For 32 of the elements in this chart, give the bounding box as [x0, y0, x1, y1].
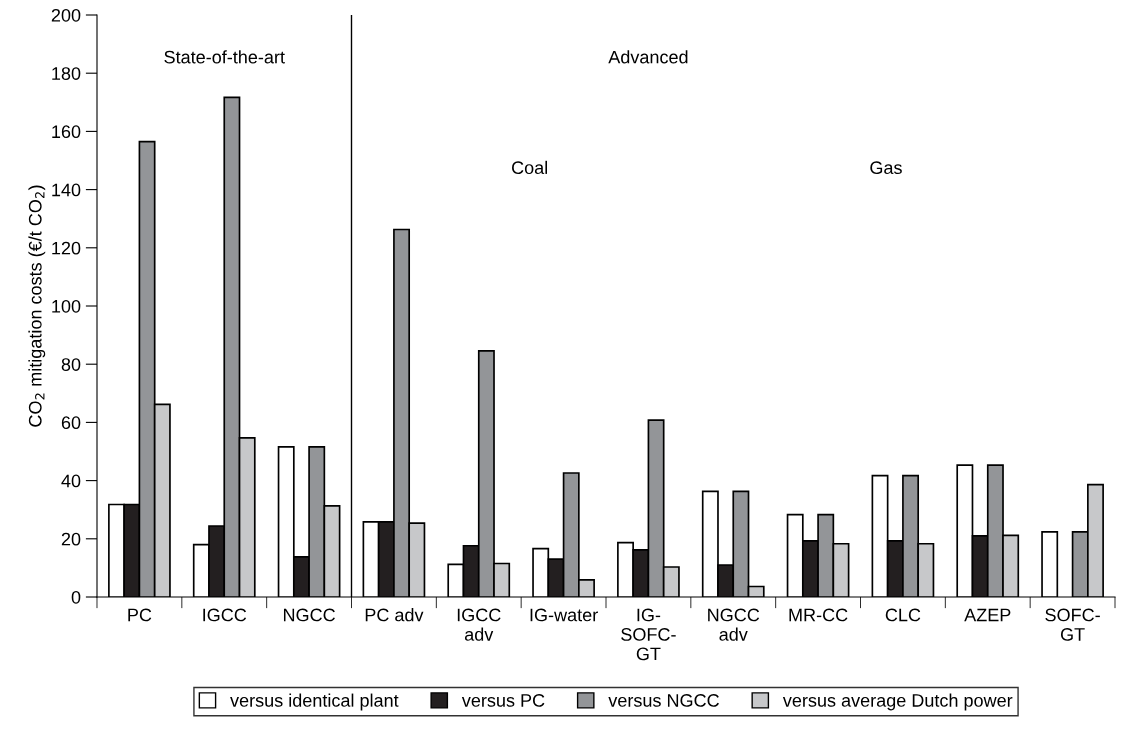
y-axis-title: CO$_{2}$ mitigation costs (€/t CO$_{2}$)	[28, 185, 46, 427]
x-tick-label: NGCC	[283, 608, 335, 622]
x-tick-label: IG-water	[530, 608, 598, 622]
x-tick-label: SOFC- GT	[1045, 608, 1100, 641]
y-tick-label: 160	[52, 125, 81, 139]
y-tick-label: 60	[61, 416, 81, 430]
legend-label: versus average Dutch power	[782, 693, 1013, 711]
y-tick-label: 100	[52, 299, 81, 313]
x-tick-label: NGCC adv	[708, 608, 760, 641]
x-tick-label: IGCC adv	[457, 608, 501, 641]
x-tick-label: CLC	[885, 608, 921, 622]
y-tick-label: 80	[61, 358, 81, 371]
y-tick-label: 20	[61, 532, 81, 546]
legend-label: versus identical plant	[230, 693, 399, 711]
x-tick-label: IG- SOFC- GT	[621, 608, 676, 661]
annotation: State-of-the-art	[164, 50, 285, 64]
x-tick-label: AZEP	[964, 608, 1011, 622]
y-tick-label: 140	[52, 183, 81, 197]
y-tick-label: 120	[52, 241, 81, 255]
y-tick-label: 180	[52, 67, 81, 80]
annotation: Gas	[870, 161, 902, 175]
x-tick-label: IGCC	[203, 608, 247, 622]
legend-label: versus NGCC	[608, 694, 719, 707]
y-tick-label: 200	[51, 8, 81, 22]
annotation: Advanced	[608, 50, 688, 64]
legend-label: versus PC	[461, 694, 545, 707]
x-tick-label: PC adv	[365, 608, 424, 622]
x-tick-label: MR-CC	[789, 608, 848, 622]
x-tick-label: PC	[128, 608, 152, 622]
y-tick-label: 0	[71, 590, 81, 604]
annotation: Coal	[512, 160, 548, 175]
y-tick-label: 40	[61, 474, 81, 488]
